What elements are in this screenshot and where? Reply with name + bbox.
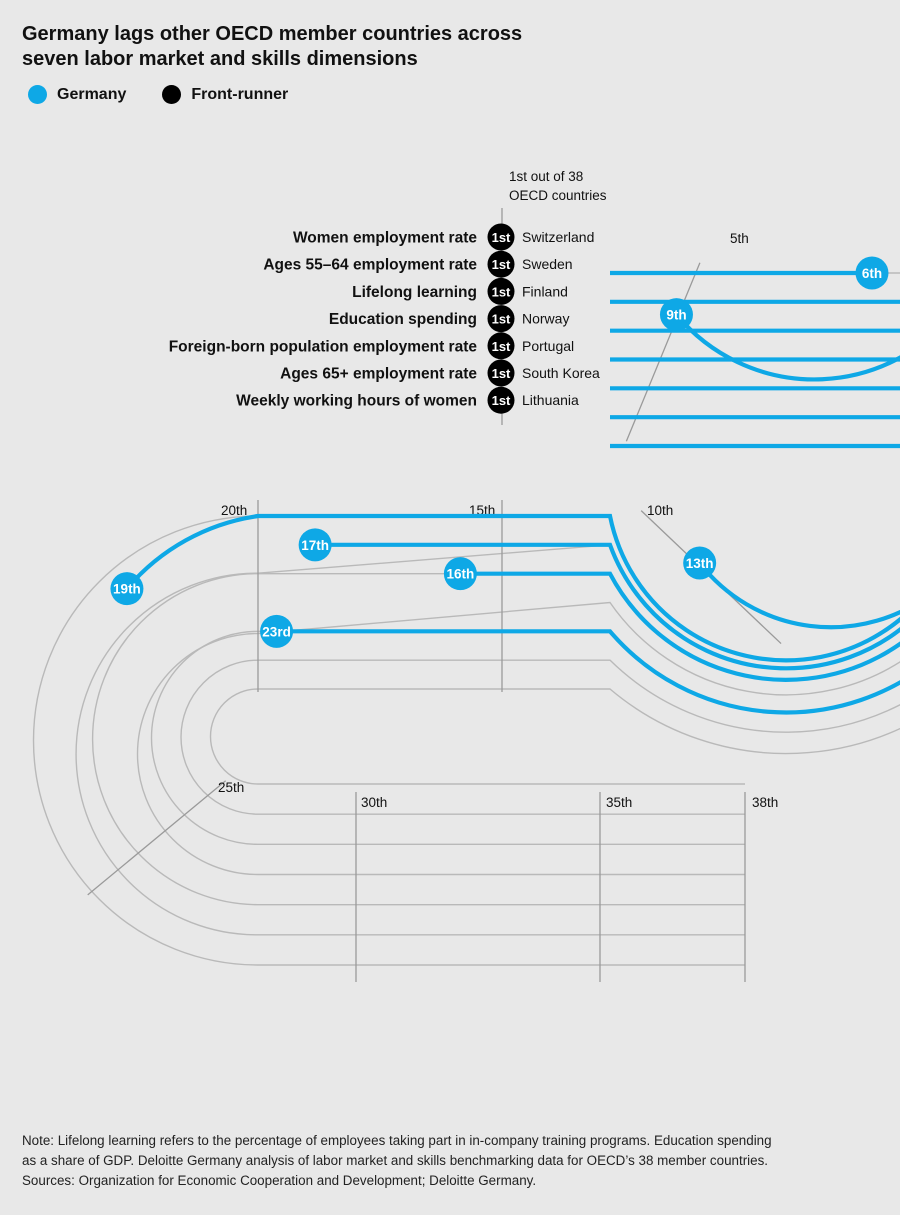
front-runner-country: South Korea xyxy=(522,365,600,381)
milestone-line-5 xyxy=(625,262,701,442)
chart-note: Note: Lifelong learning refers to the pe… xyxy=(22,1131,822,1191)
legend-label-front-runner: Front-runner xyxy=(191,85,289,103)
front-runner-marker xyxy=(487,277,515,305)
note-line-1: Note: Lifelong learning refers to the pe… xyxy=(22,1133,772,1148)
front-runner-country: Sweden xyxy=(522,256,573,272)
legend-swatch-germany xyxy=(28,85,47,104)
front-runner-country: Norway xyxy=(522,311,569,327)
lane-line xyxy=(75,416,900,936)
milestone-label: 35th xyxy=(606,795,632,810)
germany-progress-line xyxy=(610,299,900,382)
start-annotation-line-1: 1st out of 38 xyxy=(509,169,583,184)
dimension-label: Foreign-born population employment rate xyxy=(169,338,478,355)
germany-rank-marker xyxy=(110,572,144,606)
germany-rank-label: 16th xyxy=(446,567,474,582)
dimension-label: Ages 65+ employment rate xyxy=(280,366,477,383)
front-runner-rank-label: 1st xyxy=(492,230,511,245)
front-runner-country: Switzerland xyxy=(522,229,594,245)
lane-line xyxy=(209,272,900,785)
milestone-label: 10th xyxy=(647,503,673,518)
germany-progress-line xyxy=(125,443,900,663)
lane-line xyxy=(136,358,900,876)
note-line-3: Sources: Organization for Economic Coope… xyxy=(22,1173,537,1188)
germany-rank-marker xyxy=(855,256,889,290)
dimension-label: Women employment rate xyxy=(293,230,477,247)
germany-progress-line xyxy=(276,328,900,715)
germany-rank-label: 13th xyxy=(686,556,714,571)
front-runner-country: Portugal xyxy=(522,338,574,354)
front-runner-country: Lithuania xyxy=(522,392,579,408)
front-runner-rank-label: 1st xyxy=(492,284,511,299)
milestone-label: 38th xyxy=(752,795,778,810)
dimension-label: Education spending xyxy=(329,311,477,328)
legend-item-front-runner: Front-runner xyxy=(162,85,288,104)
germany-rank-label: 9th xyxy=(666,308,686,323)
front-runner-marker xyxy=(487,386,515,414)
front-runner-marker xyxy=(487,332,515,360)
lane-line xyxy=(32,445,900,966)
germany-rank-marker xyxy=(659,298,693,332)
front-runner-marker xyxy=(487,305,515,333)
milestone-label: 5th xyxy=(730,231,749,246)
front-runner-country: Finland xyxy=(522,283,568,299)
front-runner-rank-label: 1st xyxy=(492,393,511,408)
front-runner-marker xyxy=(487,250,515,278)
germany-progress-line xyxy=(460,386,900,682)
germany-progress-line xyxy=(315,415,900,671)
germany-rank-label: 17th xyxy=(301,538,329,553)
germany-progress-line xyxy=(610,357,900,630)
dimension-label: Lifelong learning xyxy=(352,284,477,301)
start-annotation-line-2: OECD countries xyxy=(509,188,607,203)
milestone-line-25 xyxy=(87,780,227,896)
germany-rank-marker xyxy=(298,528,332,562)
lane-line xyxy=(180,301,900,815)
front-runner-rank-label: 1st xyxy=(492,366,511,381)
milestone-label: 20th xyxy=(221,503,247,518)
front-runner-marker xyxy=(487,359,515,387)
legend-label-germany: Germany xyxy=(57,85,127,103)
front-runner-rank-label: 1st xyxy=(492,312,511,327)
germany-rank-marker xyxy=(683,546,717,580)
dimension-label: Ages 55–64 employment rate xyxy=(263,257,477,274)
dimension-label: Weekly working hours of women xyxy=(236,393,477,410)
milestone-label: 25th xyxy=(218,780,244,795)
legend-swatch-front-runner xyxy=(162,85,182,104)
front-runner-rank-label: 1st xyxy=(492,339,511,354)
germany-rank-label: 23rd xyxy=(262,624,291,639)
chart-title: Germany lags other OECD member countries… xyxy=(22,23,523,70)
lane-line xyxy=(91,387,900,906)
milestone-label: 30th xyxy=(361,795,387,810)
front-runner-marker xyxy=(487,223,515,251)
germany-rank-label: 19th xyxy=(113,582,141,597)
front-runner-rank-label: 1st xyxy=(492,257,511,272)
legend: Germany Front-runner xyxy=(28,85,324,104)
germany-rank-label: 6th xyxy=(862,266,882,281)
germany-rank-marker xyxy=(443,557,477,591)
germany-rank-marker xyxy=(260,614,294,648)
legend-item-germany: Germany xyxy=(28,85,126,104)
note-line-2: as a share of GDP. Deloitte Germany anal… xyxy=(22,1153,768,1168)
